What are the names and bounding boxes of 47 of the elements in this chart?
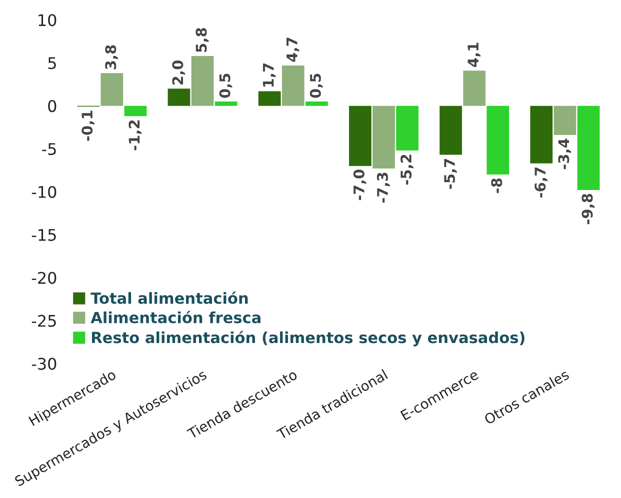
- bar: [306, 102, 328, 106]
- y-tick-label: -10: [32, 186, 56, 198]
- bar: [124, 106, 147, 116]
- data-label: -6,7: [534, 168, 548, 198]
- y-tick-label: -5: [42, 143, 56, 156]
- y-tick-label: -20: [32, 272, 56, 284]
- bar: [191, 56, 214, 106]
- data-label: 0,5: [310, 74, 323, 98]
- bar: [486, 106, 510, 175]
- bar: [554, 106, 576, 136]
- bar: [168, 88, 190, 106]
- data-label: 3,8: [105, 45, 118, 70]
- bar: [282, 65, 304, 106]
- bar: [463, 70, 486, 106]
- data-label: 4,1: [468, 42, 480, 67]
- data-label: -9,8: [582, 194, 595, 224]
- y-tick-label: -30: [32, 358, 56, 370]
- y-tick-label: 0: [48, 100, 56, 112]
- bar: [396, 106, 418, 150]
- data-label: -0,1: [82, 110, 94, 141]
- y-tick-label: -25: [32, 314, 56, 327]
- y-tick-label: 5: [48, 57, 56, 70]
- data-label: -8: [491, 178, 502, 193]
- data-label: 5,8: [196, 28, 209, 52]
- y-tick-label: -15: [32, 229, 56, 241]
- bar: [100, 73, 124, 106]
- data-label: -5,2: [400, 154, 414, 185]
- bar: [258, 91, 281, 106]
- bar: [440, 106, 462, 155]
- data-label: -7,3: [376, 172, 390, 203]
- data-label: -5,7: [444, 158, 457, 189]
- data-label: -7,0: [353, 170, 366, 200]
- data-label: -3,4: [558, 138, 572, 170]
- data-label: 0,5: [219, 74, 232, 98]
- data-label: 1,7: [262, 64, 276, 87]
- data-label: -1,2: [128, 120, 142, 150]
- y-tick-label: 10: [38, 14, 56, 26]
- bar: [214, 102, 238, 106]
- bar: [530, 106, 553, 164]
- legend-label: Total alimentación: [90, 291, 248, 304]
- bar: [577, 106, 600, 190]
- bar: [349, 106, 372, 166]
- legend-label: Resto alimentación (alimentos secos y envasados): [92, 330, 524, 346]
- bar: [372, 106, 395, 169]
- data-label: 2,0: [172, 60, 186, 84]
- legend-label: Alimentación fresca: [90, 310, 260, 324]
- data-label: 4,7: [286, 38, 300, 62]
